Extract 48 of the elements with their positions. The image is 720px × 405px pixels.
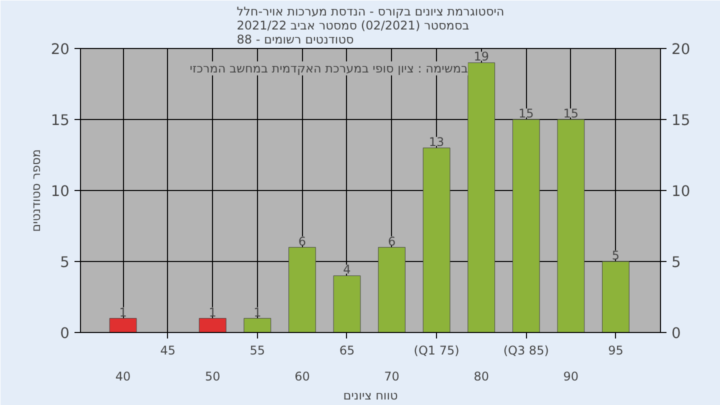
x-tick-label: 45	[160, 344, 176, 358]
y2-tick-label: 5	[672, 254, 681, 271]
x-tick-label: (Q3 85)	[503, 344, 549, 358]
y-axis-title: מספר סטודנטים	[28, 149, 43, 232]
data-label: 5	[612, 248, 620, 262]
data-label: 1	[254, 305, 262, 320]
y-tick-label: 10	[50, 183, 70, 200]
y2-tick-label: 0	[672, 325, 681, 342]
y-tick-label: 0	[60, 325, 70, 342]
y2-tick-label: 15	[672, 112, 690, 129]
bar	[422, 148, 450, 332]
x-tick-label: 95	[608, 344, 624, 358]
bar	[288, 247, 316, 332]
bar	[602, 261, 630, 332]
chart-title: היסטוגרמת ציונים בקורס - הנדסת מערכות אויר-חלל בסמסטר (02/2021) סמסטר אביב 2021/22 סטודנטים רשומים - 88	[236, 4, 504, 46]
x-tick-label: 70	[384, 370, 400, 384]
x-tick-label: 65	[339, 344, 355, 358]
x-tick-label: 50	[204, 370, 220, 384]
x-tick-label: (Q1 75)	[414, 344, 460, 358]
y-tick-label: 20	[50, 41, 70, 58]
data-label: 6	[298, 234, 306, 248]
x-tick-label: 60	[294, 370, 310, 384]
bar	[333, 275, 361, 332]
bar	[198, 318, 226, 332]
data-label: 19	[474, 50, 489, 64]
data-label: 6	[388, 234, 396, 248]
y-tick-label: 15	[50, 112, 70, 129]
data-label: 4	[343, 262, 351, 277]
y2-tick-label: 10	[672, 183, 690, 200]
bar	[378, 247, 406, 332]
data-label: 1	[208, 305, 216, 320]
x-tick-label: 90	[563, 370, 579, 384]
y2-tick-label: 20	[672, 41, 690, 58]
data-label: 15	[518, 106, 534, 120]
x-tick-label: 80	[474, 370, 489, 384]
bar	[244, 318, 272, 332]
data-label: 1	[119, 305, 127, 320]
x-tick-label: 40	[115, 370, 131, 384]
y-tick-label: 5	[60, 254, 70, 271]
annotation: במשימה : ציון סופי במערכת האקדמית במחשב המרכזי	[190, 61, 468, 76]
x-tick-label: 55	[250, 344, 266, 358]
bar	[109, 318, 137, 332]
x-axis-title: טווח ציונים	[343, 388, 398, 402]
bar	[468, 62, 496, 332]
data-label: 13	[428, 134, 444, 149]
data-label: 15	[563, 106, 579, 120]
bar	[512, 119, 540, 332]
bar	[557, 119, 585, 332]
